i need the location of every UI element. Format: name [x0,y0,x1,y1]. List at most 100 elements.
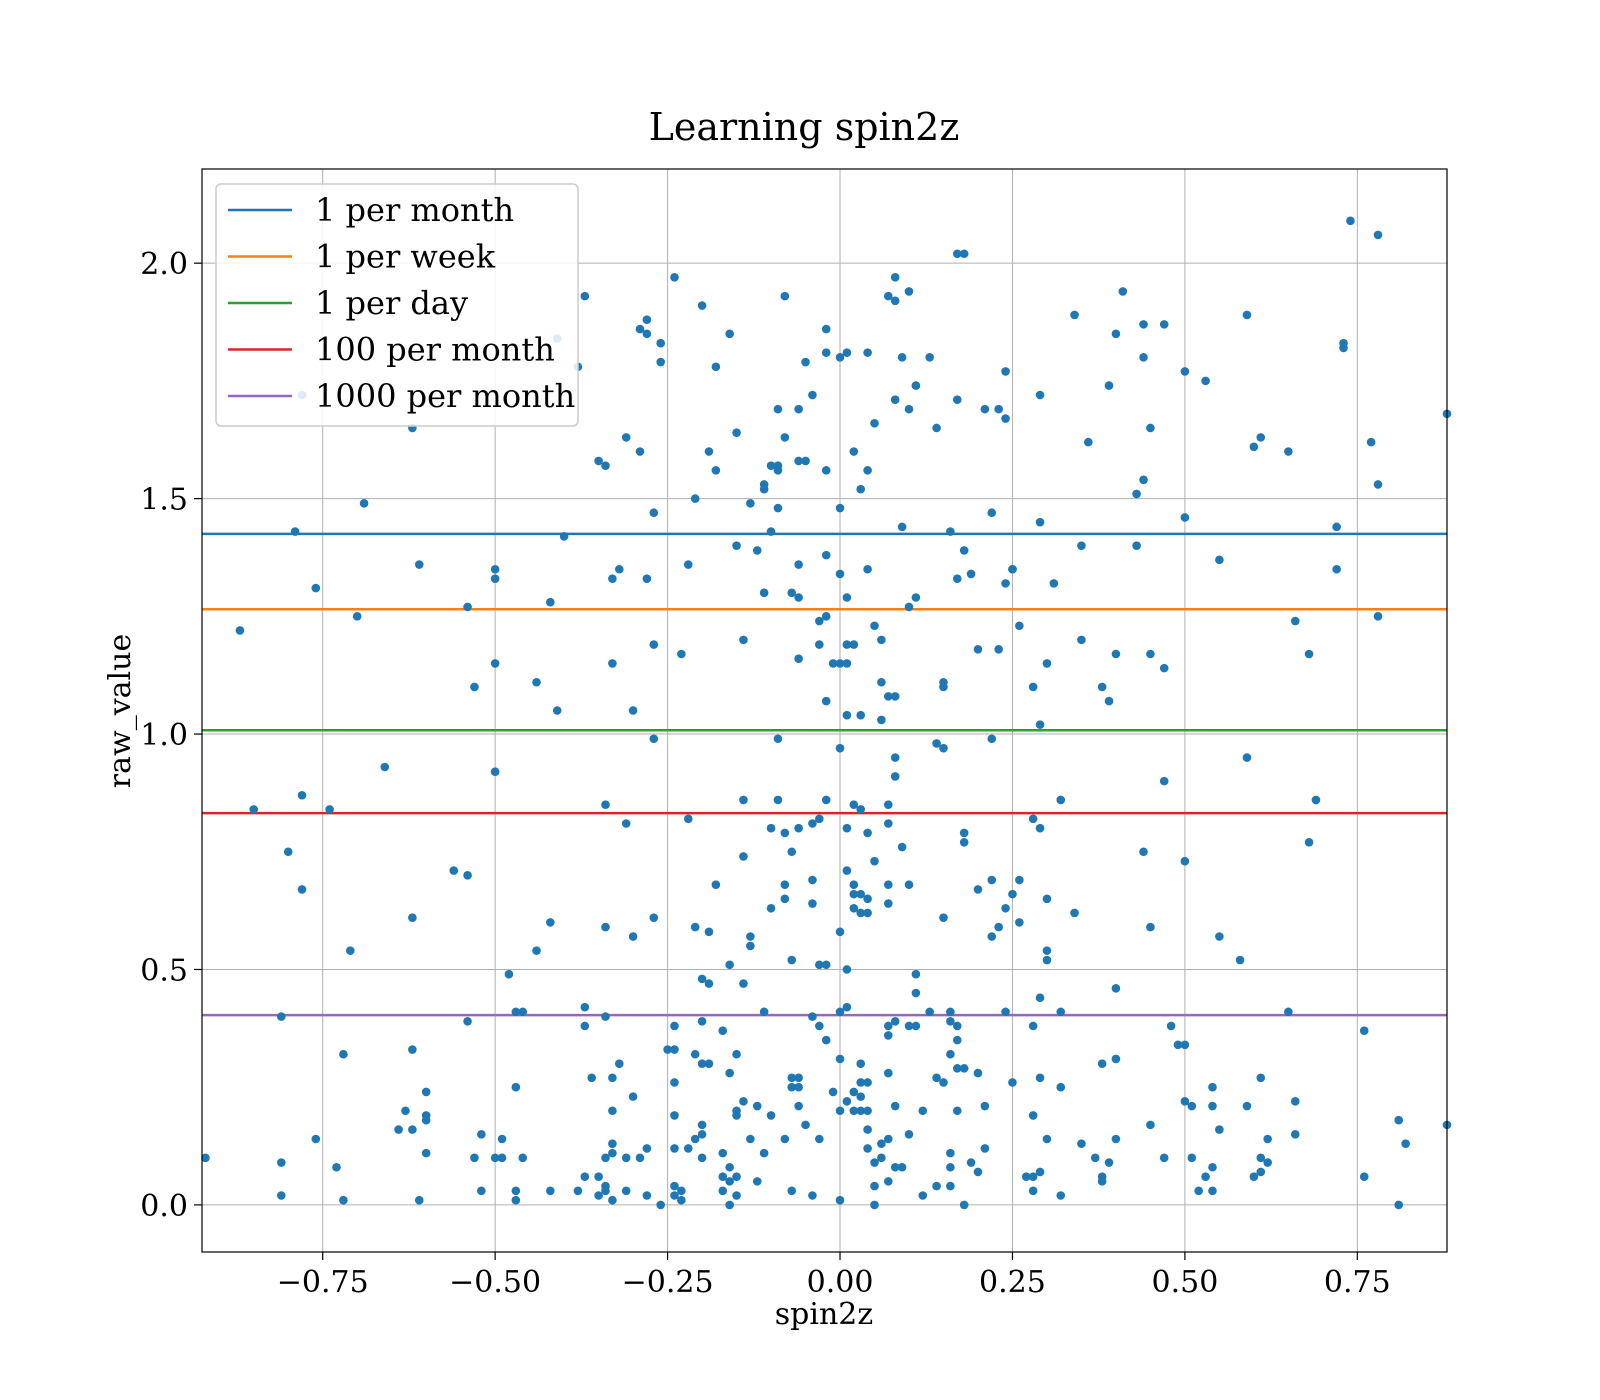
scatter-point [704,927,714,937]
scatter-point [449,866,459,875]
scatter-point [628,706,638,715]
scatter-point [1242,1101,1252,1111]
scatter-point [1159,776,1169,786]
scatter-point [1111,649,1121,659]
scatter-point [277,1158,286,1167]
grid-layer [202,169,1447,1252]
scatter-point [897,522,907,532]
scatter-point [649,913,659,922]
scatter-point [739,1097,748,1106]
scatter-point [897,1162,907,1172]
scatter-point [959,249,969,259]
scatter-point [725,1200,734,1210]
scatter-point [870,1158,879,1167]
scatter-point [670,1181,679,1191]
scatter-point [821,348,831,357]
scatter-point [766,527,776,536]
scatter-point [608,1073,617,1083]
scatter-point [794,456,803,466]
scatter-point [1290,1097,1300,1106]
scatter-point [842,593,852,602]
scatter-point [863,1144,872,1153]
scatter-point [794,560,803,569]
scatter-point [1394,1115,1404,1125]
scatter-point [1035,993,1045,1003]
scatter-point [463,1016,472,1026]
scatter-point [1104,1158,1114,1167]
scatter-point [697,301,707,310]
scatter-point [642,315,652,324]
scatter-point [835,1106,845,1116]
scatter-point [511,1082,521,1092]
scatter-point [601,922,610,932]
x-tick-label: 0.50 [1151,1265,1218,1300]
scatter-point [1208,1186,1217,1196]
scatter-point [408,1045,417,1054]
scatter-point [608,1195,617,1205]
scatter-point [718,1186,728,1196]
scatter-point [980,1101,990,1111]
scatter-point [890,273,900,282]
x-tick-label: 0.00 [807,1265,874,1300]
scatter-point [1304,838,1314,847]
scatter-point [849,800,859,809]
scatter-point [780,1134,790,1144]
scatter-point [1090,1153,1100,1163]
scatter-point [863,894,872,904]
scatter-point [683,1144,693,1153]
scatter-point [1180,513,1190,522]
scatter-point [884,880,893,890]
scatter-point [1263,1158,1272,1167]
scatter-point [1111,1054,1121,1064]
scatter-point [842,710,852,720]
scatter-point [1111,984,1121,993]
scatter-point [670,1191,679,1200]
scatter-point [1263,1134,1272,1144]
scatter-point [780,828,790,838]
scatter-point [601,1012,610,1021]
scatter-point [490,767,500,777]
scatter-point [746,932,755,941]
scatter-point [835,503,845,513]
scatter-point [421,1148,431,1158]
scatter-point [1070,310,1079,320]
scatter-point [863,1125,872,1134]
scatter-point [1146,423,1155,433]
scatter-point [614,1059,624,1068]
scatter-point [946,1016,955,1026]
scatter-point [773,734,783,744]
scatter-point [1146,1120,1155,1130]
scatter-point [959,838,969,847]
scatter-point [842,866,852,875]
scatter-point [649,640,659,649]
scatter-point [835,659,845,668]
scatter-point [863,1078,872,1087]
y-axis-label: raw_value [103,634,138,788]
scatter-point [697,974,707,984]
scatter-point [946,1148,955,1158]
scatter-point [608,574,617,583]
scatter-point [408,913,417,922]
scatter-point [849,447,859,456]
scatter-point [884,1134,893,1144]
scatter-point [608,1148,617,1158]
scatter-point [815,616,824,626]
scatter-point [718,1026,728,1035]
scatter-point [1015,621,1024,631]
scatter-point [1077,635,1086,645]
scatter-point [952,1106,962,1116]
scatter-point [1008,1078,1017,1087]
scatter-point [890,1101,900,1111]
scatter-point [884,1177,893,1186]
scatter-point [1290,1129,1300,1139]
scatter-point [828,1087,838,1097]
scatter-point [1049,579,1059,588]
scatter-point [635,1153,645,1163]
scatter-point [463,602,472,612]
scatter-point [1001,414,1010,423]
scatter-point [1035,720,1045,729]
scatter-point [1339,343,1348,353]
scatter-point [835,1007,845,1017]
scatter-point [773,795,783,805]
